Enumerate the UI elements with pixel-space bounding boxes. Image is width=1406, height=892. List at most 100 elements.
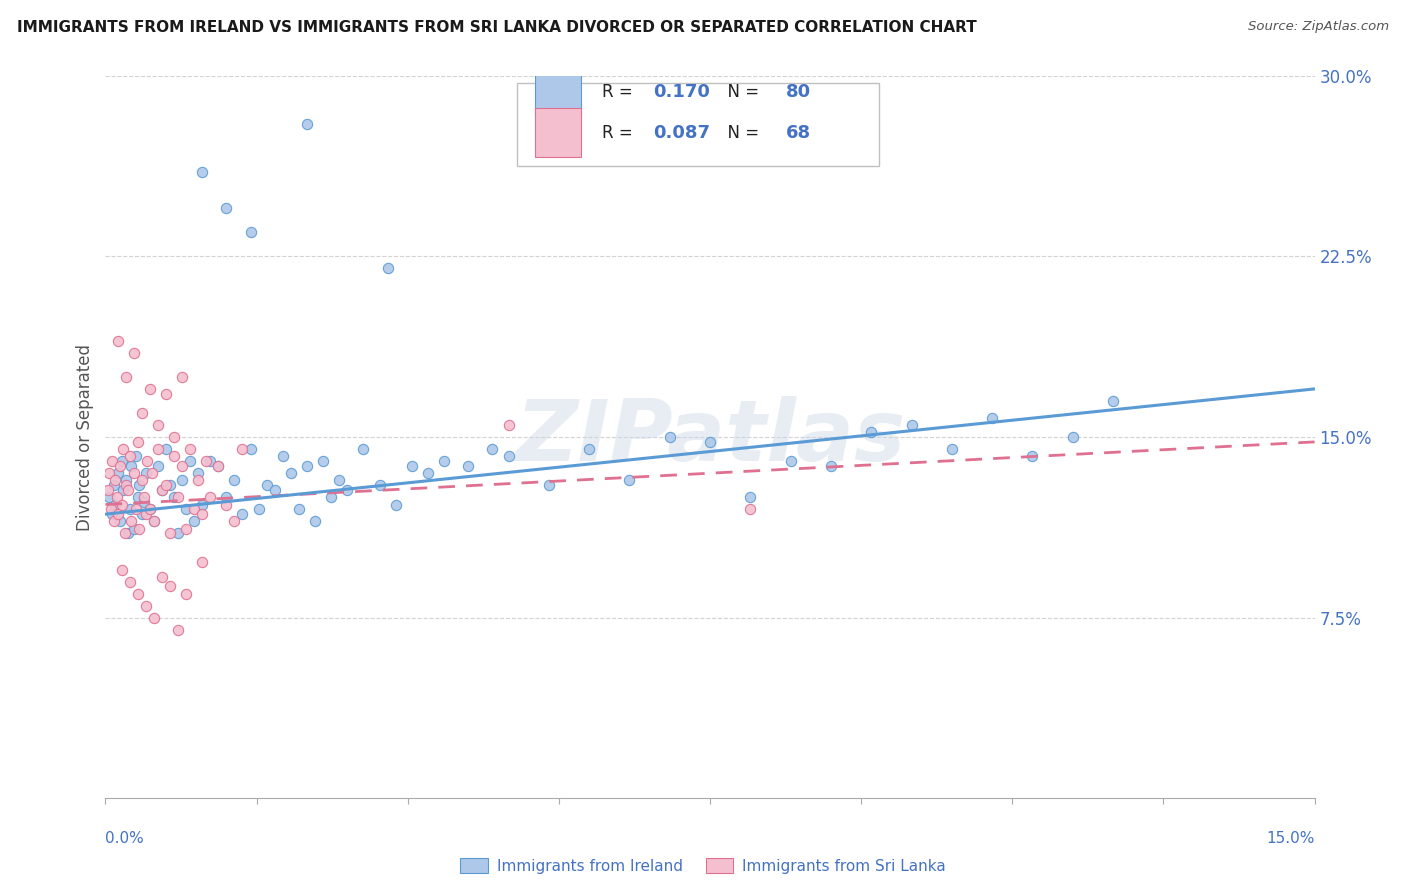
Point — [97, 483, 120, 497]
Point — [1021, 450, 1043, 464]
Point — [134, 495, 156, 509]
Point — [498, 417, 520, 433]
Point — [163, 430, 186, 444]
Y-axis label: Divorced or Separated: Divorced or Separated — [76, 343, 94, 531]
Point — [114, 369, 136, 384]
Point — [401, 458, 423, 473]
Point — [981, 410, 1004, 425]
Point — [256, 478, 278, 492]
Point — [187, 466, 209, 480]
Point — [122, 345, 145, 359]
Point — [457, 458, 479, 473]
Point — [328, 474, 350, 488]
Point — [247, 502, 270, 516]
Point — [174, 587, 197, 601]
Text: 0.170: 0.170 — [654, 83, 710, 102]
Point — [150, 483, 173, 497]
Point — [941, 442, 963, 456]
Text: IMMIGRANTS FROM IRELAND VS IMMIGRANTS FROM SRI LANKA DIVORCED OR SEPARATED CORRE: IMMIGRANTS FROM IRELAND VS IMMIGRANTS FR… — [17, 20, 977, 35]
Point — [136, 454, 159, 468]
Point — [368, 478, 391, 492]
Point — [139, 502, 162, 516]
Point — [658, 430, 681, 444]
Point — [131, 406, 153, 420]
Point — [295, 458, 318, 473]
Point — [336, 483, 359, 497]
Point — [141, 466, 163, 480]
Point — [110, 498, 132, 512]
Point — [183, 514, 205, 528]
Point — [117, 526, 139, 541]
Point — [263, 483, 285, 497]
Point — [127, 434, 149, 449]
Point — [101, 507, 124, 521]
Point — [98, 466, 121, 480]
Point — [112, 483, 135, 497]
Point — [224, 474, 246, 488]
Point — [103, 478, 125, 492]
Point — [174, 522, 197, 536]
Point — [183, 502, 205, 516]
Point — [117, 483, 139, 497]
Text: Source: ZipAtlas.com: Source: ZipAtlas.com — [1249, 20, 1389, 33]
Point — [191, 165, 214, 179]
Point — [174, 502, 197, 516]
Point — [498, 450, 520, 464]
Point — [103, 514, 125, 528]
Point — [170, 458, 193, 473]
Point — [118, 450, 141, 464]
Point — [128, 522, 150, 536]
Point — [820, 458, 842, 473]
Point — [127, 587, 149, 601]
Point — [321, 490, 343, 504]
Point — [231, 507, 253, 521]
Point — [139, 502, 162, 516]
Text: 0.087: 0.087 — [654, 124, 710, 142]
Point — [1062, 430, 1084, 444]
Point — [120, 514, 142, 528]
Point — [107, 507, 129, 521]
Point — [433, 454, 456, 468]
Point — [200, 490, 222, 504]
Point — [312, 454, 335, 468]
Point — [187, 474, 209, 488]
Point — [215, 490, 238, 504]
Point — [167, 623, 190, 637]
Point — [384, 498, 406, 512]
Point — [150, 483, 173, 497]
Point — [120, 458, 142, 473]
Point — [304, 514, 326, 528]
Point — [146, 417, 169, 433]
Point — [224, 514, 246, 528]
Point — [271, 450, 294, 464]
Point — [900, 417, 922, 433]
Point — [619, 474, 641, 488]
Point — [142, 610, 165, 624]
Point — [215, 201, 238, 215]
Point — [191, 507, 214, 521]
Point — [163, 490, 186, 504]
Text: 0.0%: 0.0% — [105, 831, 145, 847]
Point — [159, 526, 181, 541]
Point — [139, 382, 162, 396]
Point — [416, 466, 439, 480]
Point — [1102, 393, 1125, 408]
Point — [146, 442, 169, 456]
Text: N =: N = — [717, 83, 765, 102]
Point — [128, 478, 150, 492]
Text: N =: N = — [717, 124, 765, 142]
Point — [142, 514, 165, 528]
Point — [195, 454, 218, 468]
Point — [699, 434, 721, 449]
Point — [377, 261, 399, 276]
Point — [125, 450, 148, 464]
Text: 68: 68 — [786, 124, 811, 142]
Text: R =: R = — [602, 83, 638, 102]
Point — [200, 454, 222, 468]
Point — [167, 526, 190, 541]
Point — [125, 502, 148, 516]
Point — [110, 562, 132, 576]
FancyBboxPatch shape — [534, 68, 581, 117]
Point — [280, 466, 302, 480]
Point — [122, 522, 145, 536]
